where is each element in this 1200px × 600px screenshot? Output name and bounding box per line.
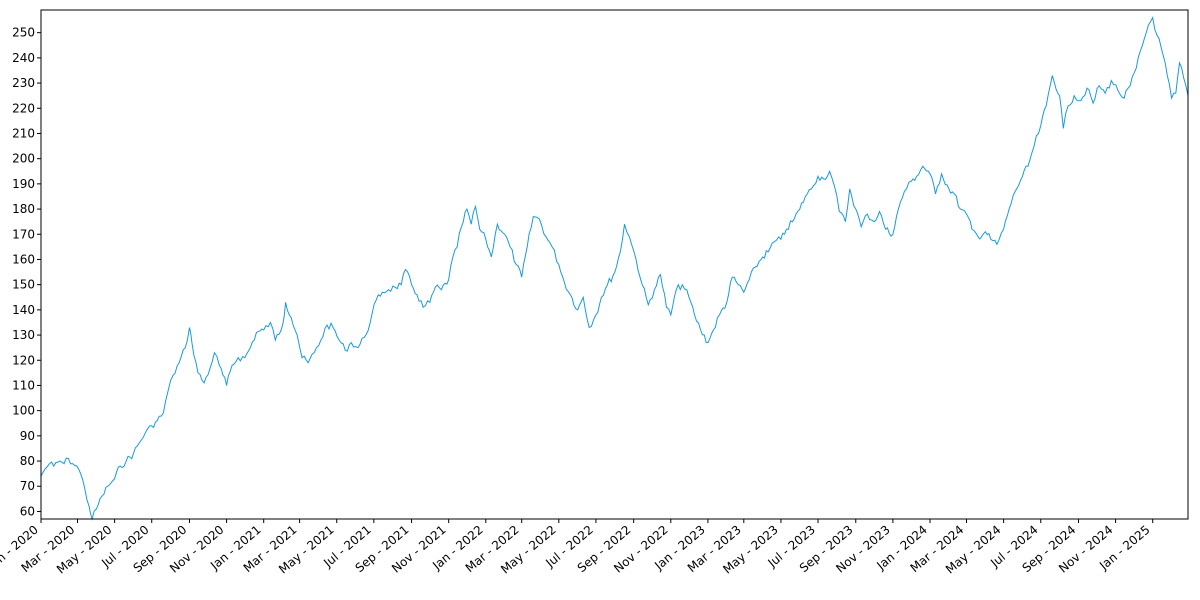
y-tick-label: 110	[12, 378, 35, 392]
y-tick-label: 70	[20, 479, 35, 493]
y-tick-label: 180	[12, 202, 35, 216]
y-tick-label: 200	[12, 152, 35, 166]
y-tick-label: 160	[12, 252, 35, 266]
y-tick-label: 130	[12, 328, 35, 342]
y-tick-label: 250	[12, 26, 35, 40]
y-tick-label: 150	[12, 278, 35, 292]
y-tick-label: 220	[12, 101, 35, 115]
y-tick-label: 230	[12, 76, 35, 90]
y-tick-label: 240	[12, 51, 35, 65]
y-tick-label: 140	[12, 303, 35, 317]
y-tick-label: 190	[12, 177, 35, 191]
plot-frame	[40, 9, 1189, 520]
y-tick-label: 120	[12, 353, 35, 367]
series-line	[40, 16, 1189, 521]
y-tick-label: 90	[20, 429, 35, 443]
y-tick-label: 60	[20, 504, 35, 518]
y-tick-label: 80	[20, 454, 35, 468]
y-tick-label: 100	[12, 404, 35, 418]
y-tick-label: 170	[12, 227, 35, 241]
y-axis: 60 70 80 90 100 110 120 130 140 150 160 170 180 190 20…	[12, 26, 41, 518]
y-tick-label: 210	[12, 126, 35, 140]
